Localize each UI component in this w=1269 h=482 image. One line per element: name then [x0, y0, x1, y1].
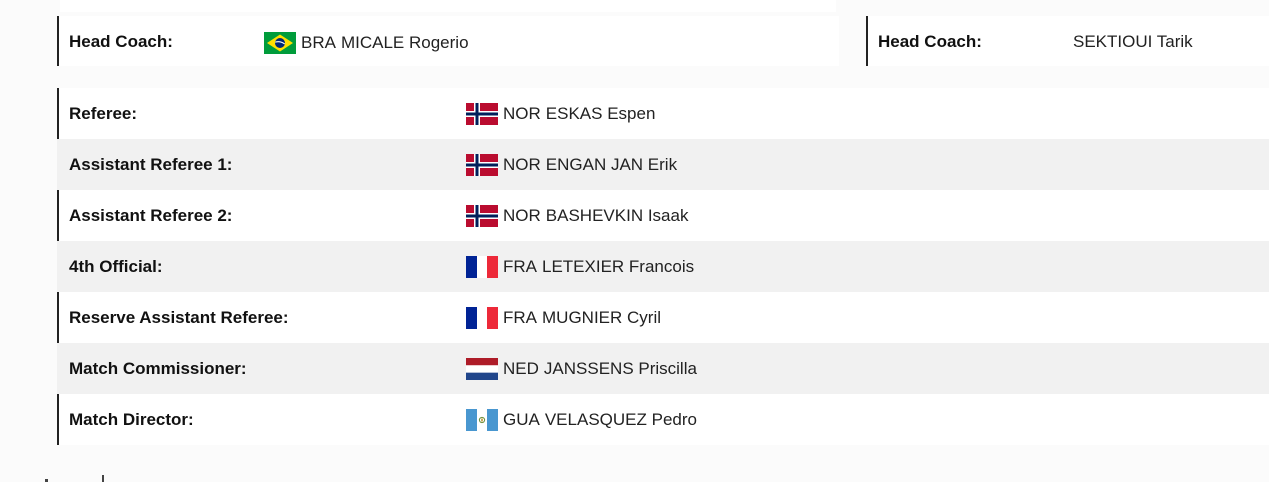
- official-row: Referee: NOR ESKAS Espen: [57, 88, 1269, 139]
- official-role: Match Director:: [69, 409, 194, 429]
- official-person: FRA LETEXIER Francois: [466, 255, 695, 278]
- official-row: Reserve Assistant Referee: FRA MUGNIER C…: [57, 292, 1269, 343]
- official-person: NED JANSSENS Priscilla: [466, 357, 697, 380]
- official-role: Assistant Referee 1:: [69, 154, 233, 174]
- norway-flag-icon: [466, 204, 498, 227]
- official-person: GUA VELASQUEZ Pedro: [466, 408, 697, 431]
- official-name: LETEXIER Francois: [542, 256, 695, 276]
- country-code: FRA: [503, 256, 537, 276]
- away-head-coach: Head Coach: SEKTIOUI Tarik: [866, 16, 1269, 66]
- head-coach-label: Head Coach:: [878, 32, 982, 51]
- official-role: Referee:: [69, 103, 138, 123]
- country-code: BRA: [301, 33, 336, 52]
- official-name: ENGAN JAN Erik: [545, 154, 678, 174]
- match-officials-table: Referee: NOR ESKAS Espen Assistant Refer…: [57, 88, 1269, 445]
- official-name: JANSSENS Priscilla: [543, 358, 697, 378]
- official-name: ESKAS Espen: [545, 103, 656, 123]
- official-role: Reserve Assistant Referee:: [69, 307, 289, 327]
- country-code: GUA: [503, 409, 540, 429]
- top-panel-edge: [60, 0, 836, 12]
- official-person: FRA MUGNIER Cyril: [466, 306, 661, 329]
- netherlands-flag-icon: [466, 357, 498, 380]
- head-coach-value: SEKTIOUI Tarik: [1073, 32, 1193, 52]
- country-code: NOR: [503, 205, 541, 225]
- official-row: Assistant Referee 1: NOR ENGAN JAN Erik: [57, 139, 1269, 190]
- official-row: Match Director: GUA VELASQUEZ Pedro: [57, 394, 1269, 445]
- official-row: 4th Official: FRA LETEXIER Francois: [57, 241, 1269, 292]
- official-name: MUGNIER Cyril: [542, 307, 661, 327]
- country-code: NOR: [503, 103, 541, 123]
- official-role: Match Commissioner:: [69, 358, 247, 378]
- france-flag-icon: [466, 306, 498, 329]
- official-row: Match Commissioner: NED JANSSENS Priscil…: [57, 343, 1269, 394]
- official-role: 4th Official:: [69, 256, 163, 276]
- coach-name: MICALE Rogerio: [340, 33, 469, 52]
- official-person: NOR ESKAS Espen: [466, 102, 656, 125]
- official-role: Assistant Referee 2:: [69, 205, 233, 225]
- cropped-text-fragment: [45, 475, 104, 482]
- official-name: VELASQUEZ Pedro: [544, 409, 697, 429]
- country-code: FRA: [503, 307, 537, 327]
- brazil-flag-icon: [264, 32, 296, 54]
- official-name: BASHEVKIN Isaak: [545, 205, 689, 225]
- coach-name: SEKTIOUI Tarik: [1073, 32, 1193, 51]
- guatemala-flag-icon: [466, 408, 498, 431]
- france-flag-icon: [466, 255, 498, 278]
- official-person: NOR ENGAN JAN Erik: [466, 153, 678, 176]
- head-coach-label: Head Coach:: [69, 32, 173, 51]
- country-code: NOR: [503, 154, 541, 174]
- head-coach-value: BRA MICALE Rogerio: [264, 32, 469, 54]
- norway-flag-icon: [466, 102, 498, 125]
- official-person: NOR BASHEVKIN Isaak: [466, 204, 689, 227]
- country-code: NED: [503, 358, 539, 378]
- official-row: Assistant Referee 2: NOR BASHEVKIN Isaak: [57, 190, 1269, 241]
- home-head-coach: Head Coach: BRA MICALE Rogerio: [57, 16, 839, 66]
- norway-flag-icon: [466, 153, 498, 176]
